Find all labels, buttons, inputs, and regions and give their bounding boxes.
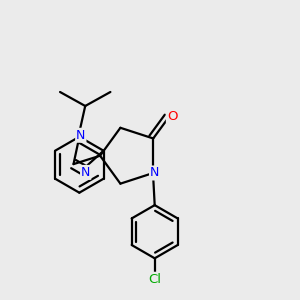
Text: Cl: Cl bbox=[148, 273, 161, 286]
Text: N: N bbox=[81, 166, 90, 179]
Text: O: O bbox=[167, 110, 177, 122]
Text: N: N bbox=[150, 167, 159, 179]
Text: N: N bbox=[76, 129, 86, 142]
